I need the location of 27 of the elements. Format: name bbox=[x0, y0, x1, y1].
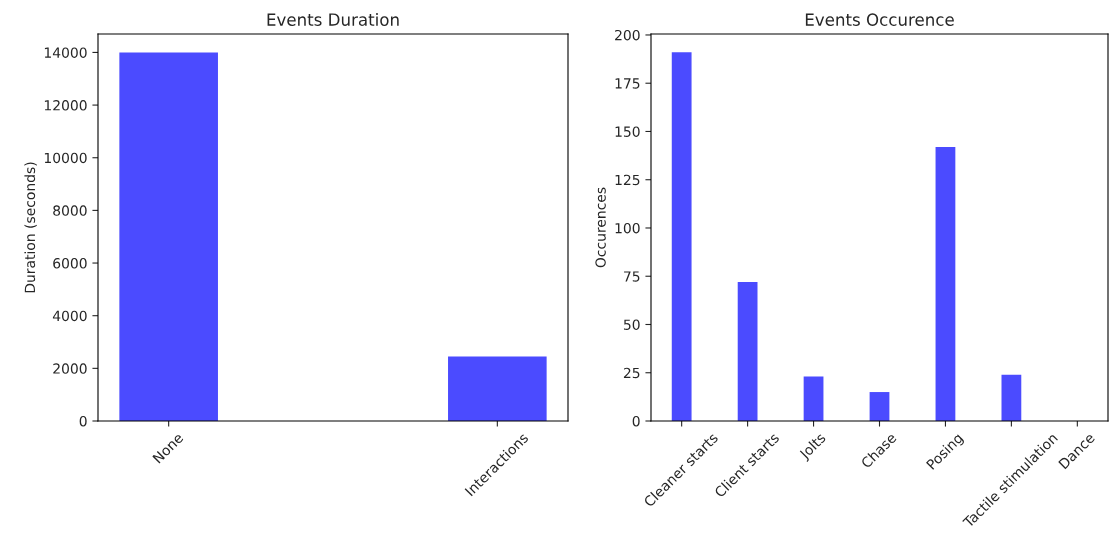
y-tick-label: 8000 bbox=[53, 205, 87, 216]
bar bbox=[935, 146, 956, 421]
bar bbox=[803, 376, 824, 421]
y-tick-label: 100 bbox=[615, 222, 640, 234]
y-axis-title: Occurences bbox=[595, 187, 606, 268]
y-tick-label: 2000 bbox=[53, 363, 87, 374]
y-tick-label: 25 bbox=[623, 367, 640, 379]
bar bbox=[869, 392, 890, 421]
y-tick-label: 4000 bbox=[52, 310, 87, 322]
y-tick-label: 0 bbox=[79, 415, 87, 427]
y-tick-label: 125 bbox=[615, 174, 640, 186]
y-tick-label: 150 bbox=[615, 126, 640, 137]
y-axis-title: Duration (seconds) bbox=[24, 162, 37, 293]
y-tick-label: 14000 bbox=[44, 47, 87, 58]
y-tick-label: 200 bbox=[615, 29, 640, 41]
y-tick-label: 10000 bbox=[44, 152, 87, 164]
bar bbox=[671, 52, 692, 421]
y-tick-label: 6000 bbox=[53, 258, 87, 269]
y-tick-label: 50 bbox=[623, 319, 640, 330]
chart-title: Events Occurence bbox=[805, 13, 954, 26]
chart-title: Events Duration bbox=[267, 13, 399, 26]
bar bbox=[1001, 374, 1022, 421]
y-tick-label: 75 bbox=[624, 271, 640, 282]
y-tick-label: 175 bbox=[615, 78, 640, 89]
bar bbox=[737, 282, 758, 421]
y-tick-label: 0 bbox=[632, 415, 640, 427]
y-tick-label: 12000 bbox=[44, 100, 87, 111]
